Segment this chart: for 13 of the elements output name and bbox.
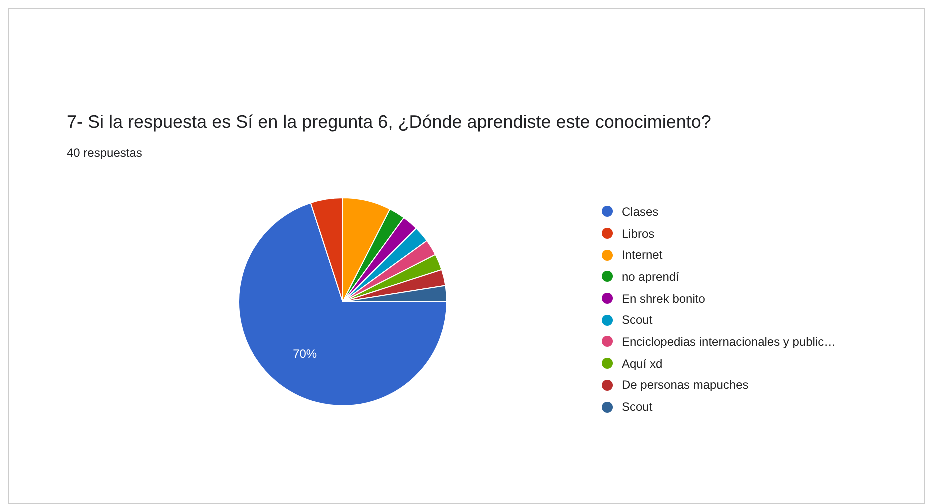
- legend-label: Enciclopedias internacionales y public…: [622, 334, 836, 349]
- legend-label: Scout: [622, 313, 653, 328]
- chart-title: 7- Si la respuesta es Sí en la pregunta 6, ¿Dónde aprendiste este conocimiento?: [67, 112, 712, 133]
- legend-label: no aprendí: [622, 270, 680, 284]
- legend-label: Aquí xd: [622, 356, 663, 371]
- legend-label: Scout: [622, 400, 653, 414]
- legend-label: Internet: [622, 248, 663, 262]
- legend-label: En shrek bonito: [622, 292, 706, 306]
- legend-label: Clases: [622, 204, 659, 219]
- data-label: 70%: [293, 347, 318, 362]
- text: 40 respuestas: [67, 146, 142, 160]
- legend-label: De personas mapuches: [622, 378, 749, 392]
- legend-label: Libros: [622, 226, 655, 241]
